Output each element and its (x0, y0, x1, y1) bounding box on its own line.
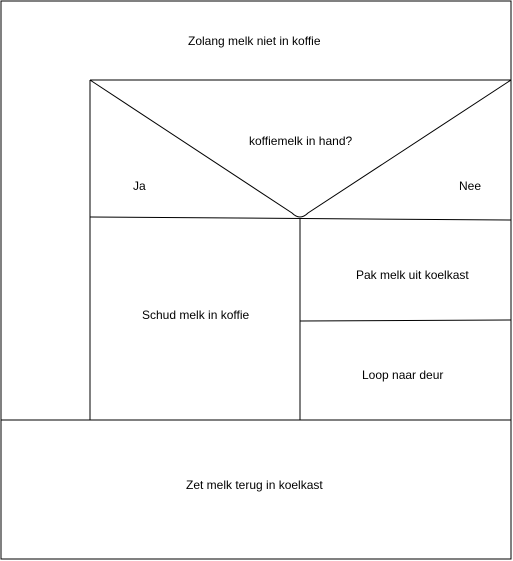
no-branch-step-divider (299, 319, 512, 322)
yes-label: Ja (133, 179, 146, 193)
no-step-get-milk: Pak melk uit koelkast (356, 268, 469, 282)
decision-question: koffiemelk in hand? (249, 134, 353, 148)
final-step-block (0, 419, 512, 560)
yes-step-shake-milk: Schud melk in koffie (142, 308, 250, 322)
decision-diagonals (89, 79, 512, 218)
loop-block-border (0, 0, 512, 420)
decision-bottom-edge (89, 216, 512, 221)
no-label: Nee (459, 179, 482, 193)
no-step-walk-to-door: Loop naar deur (362, 368, 444, 382)
final-step-label: Zet melk terug in koelkast (186, 478, 323, 492)
loop-label: Zolang melk niet in koffie (188, 34, 321, 48)
